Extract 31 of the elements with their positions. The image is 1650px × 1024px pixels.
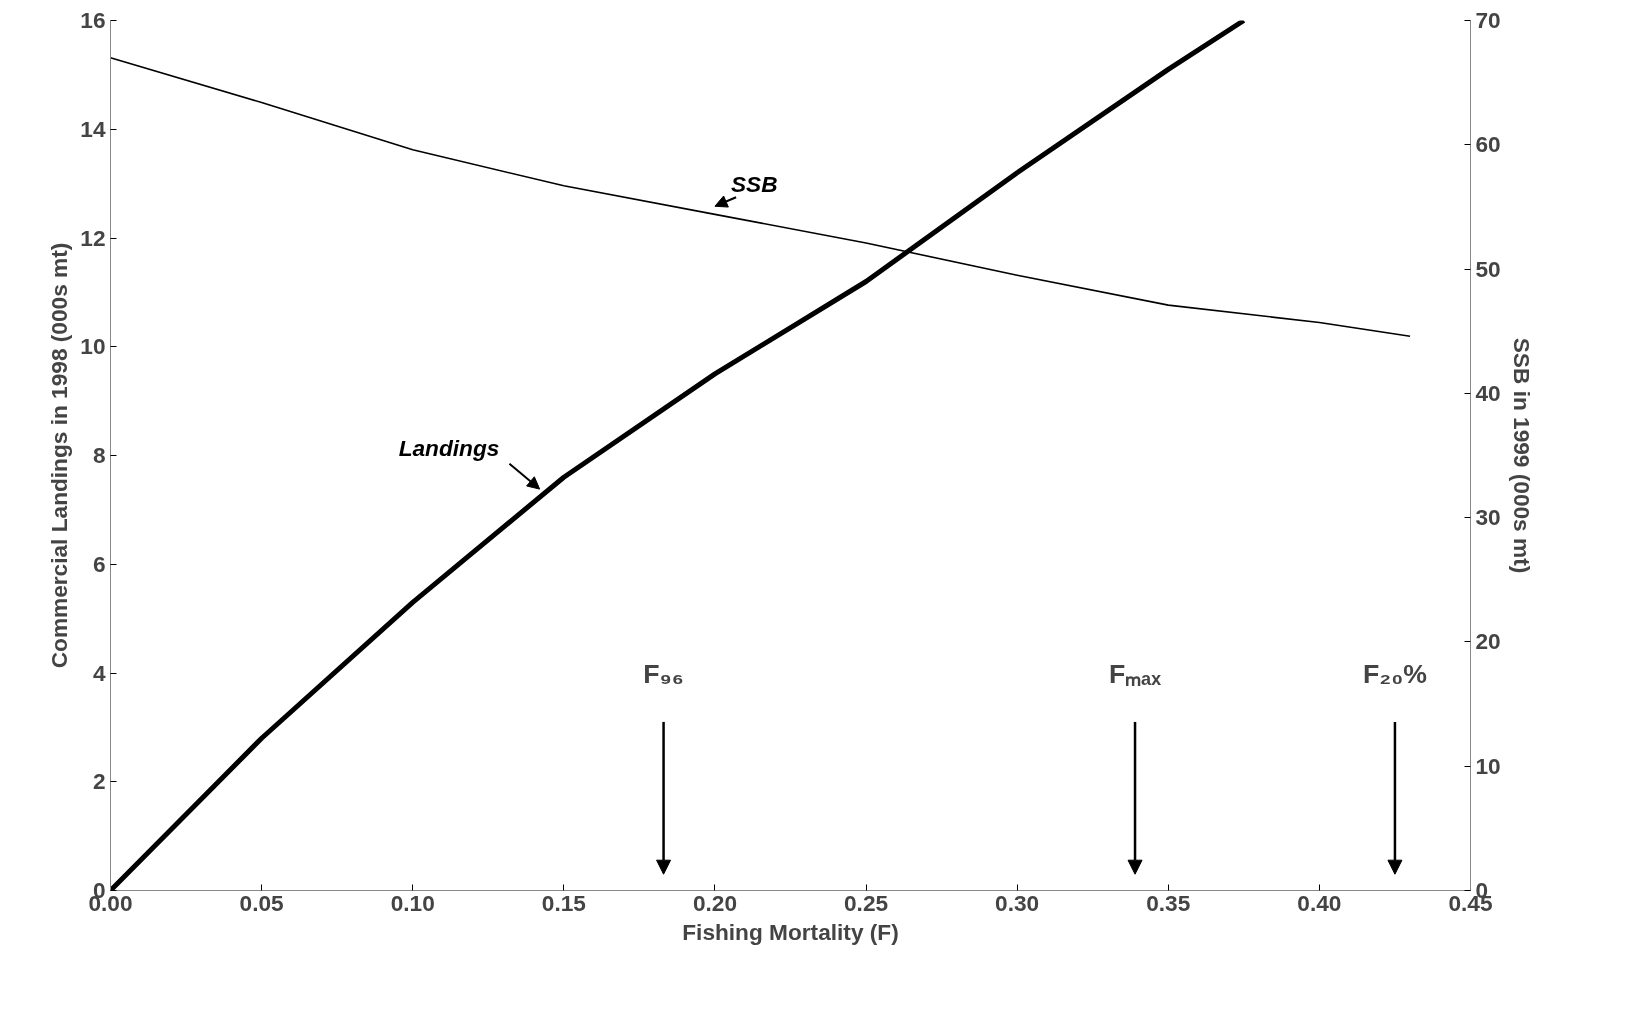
text: Landings: [398, 434, 500, 461]
y2-tick-label: 10: [1475, 752, 1501, 779]
annotation: F₂₀%: [1363, 659, 1427, 690]
y-tick-label: 10: [80, 333, 106, 360]
y-tick-label: 14: [80, 115, 106, 142]
y-tick-label: 12: [80, 224, 106, 251]
x-tick-label: 0.05: [239, 889, 284, 916]
x-tick-label: 0.10: [390, 889, 435, 916]
x-tick-label: 0.30: [995, 889, 1040, 916]
y2-axis-title: SSB in 1999 (000s mt): [1508, 337, 1535, 574]
x-axis-title: Fishing Mortality (F): [682, 918, 899, 945]
x-tick-label: 0.40: [1297, 889, 1342, 916]
y2-tick-label: 50: [1475, 255, 1501, 282]
y-tick-label: 4: [92, 659, 106, 686]
y2-tick-label: 40: [1475, 379, 1501, 406]
x-tick-label: 0.25: [844, 889, 889, 916]
y2-tick-label: 70: [1475, 7, 1501, 33]
x-tick-label: 0.35: [1146, 889, 1191, 916]
y-tick-label: 16: [80, 7, 106, 33]
series-label: SSB: [730, 171, 778, 198]
annotation: Fₘₐₓ: [1108, 659, 1162, 690]
y2-tick-label: 30: [1475, 504, 1501, 531]
y-tick-label: 6: [92, 550, 106, 577]
y-axis-title: Commercial Landings in 1998 (000s mt): [46, 242, 73, 669]
y2-tick-label: 20: [1475, 628, 1501, 655]
x-tick-label: 0.20: [692, 889, 738, 916]
annotation: F₉₆: [643, 659, 684, 690]
x-tick-label: 0.15: [541, 889, 586, 916]
y2-tick-label: 60: [1475, 131, 1501, 158]
y-tick-label: 2: [92, 768, 106, 795]
y-tick-label: 8: [92, 442, 106, 468]
